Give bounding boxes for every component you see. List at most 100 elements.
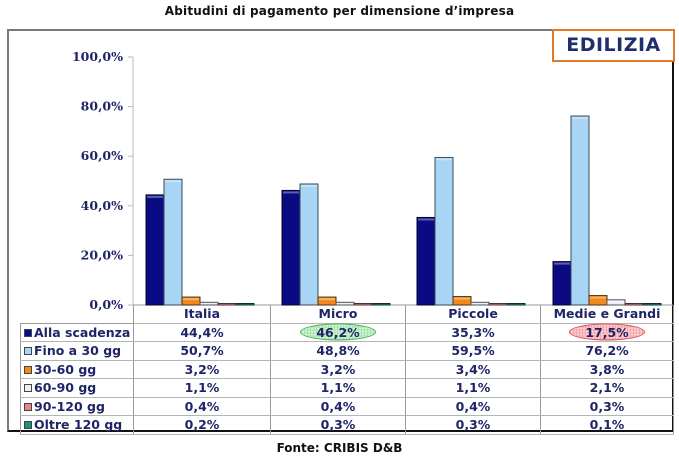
data-cell: 50,7% [133,341,271,361]
highlight-ellipse [569,323,645,341]
data-cell: 35,3% [405,323,541,342]
table-corner [20,305,134,324]
legend-swatch-icon [24,365,32,374]
bar-highlight [554,262,570,265]
legend-entry: Oltre 120 gg [20,415,134,435]
bar-highlight [319,298,335,301]
data-label: 59,5% [451,343,494,358]
value-text: 0,3% [589,398,625,414]
legend-swatch-icon [24,384,32,393]
data-label: 3,2% [321,362,356,377]
legend-swatch-icon [24,421,32,430]
table-header-row: Italia Micro Piccole Medie e Grandi [20,305,674,324]
data-cell: 2,1% [540,378,674,398]
data-cell: 0,4% [270,397,406,416]
value-text: 2,1% [589,380,625,396]
bar-highlight [590,296,606,299]
bar-highlight [418,218,434,221]
data-cell: 3,8% [540,360,674,379]
y-tick-label: 60,0% [81,148,123,163]
legend-entry: 30-60 gg [20,360,134,379]
data-cell: 1,1% [133,378,271,398]
data-cell: 48,8% [270,341,406,361]
data-label: 3,8% [590,362,625,377]
bar [552,261,572,306]
value-text: 0,4% [320,398,356,414]
value-text: 17,5% [585,324,629,340]
legend-label: Alla scadenza [34,324,131,340]
bar [145,194,165,306]
bar-highlight [454,297,470,300]
data-cell: 44,4% [133,323,271,342]
value-text: 3,8% [589,361,625,377]
y-tick-label: 20,0% [81,247,123,262]
data-cell: 0,4% [133,397,271,416]
value-text: 1,1% [320,380,356,396]
legend-label: Fino a 30 gg [34,343,122,359]
data-label: 35,3% [451,325,494,340]
bar-highlight [283,191,299,194]
legend-label: 90-120 gg [34,398,105,414]
table-row: Oltre 120 gg 0,2% 0,3% 0,3% 0,1% [20,415,674,435]
value-text: 1,1% [184,380,220,396]
data-label: 0,3% [456,417,491,432]
data-cell: 59,5% [405,341,541,361]
value-text: 3,2% [320,361,356,377]
category-label: Piccole [405,305,541,324]
data-cell: 3,2% [133,360,271,379]
data-label: 48,8% [316,343,359,358]
table-row: 60-90 gg 1,1% 1,1% 1,1% 2,1% [20,378,674,398]
y-tick-label: 80,0% [81,99,123,114]
data-cell: 0,3% [405,415,541,435]
bar [416,216,436,306]
bar-group-medie-e-grandi [552,115,662,306]
bar [434,156,454,306]
data-cell: 1,1% [270,378,406,398]
legend-swatch-icon [24,328,32,337]
bar-group-micro [281,183,391,306]
bar-highlight [572,117,588,120]
data-label: 0,1% [590,417,625,432]
value-text: 59,5% [451,343,495,359]
bar-highlight [147,195,163,198]
data-label: 3,2% [185,362,220,377]
data-cell: 3,4% [405,360,541,379]
data-label: 46,2% [300,323,376,341]
bar [570,115,590,306]
data-label: 0,4% [456,399,491,414]
category-label: Italia [133,305,271,324]
legend-label: 60-90 gg [34,380,97,396]
legend-entry: 60-90 gg [20,378,134,398]
table-row: 30-60 gg 3,2% 3,2% 3,4% 3,8% [20,360,674,379]
data-label: 2,1% [590,380,625,395]
value-text: 35,3% [451,324,495,340]
data-label: 44,4% [180,325,223,340]
data-table: Italia Micro Piccole Medie e Grandi Alla sca… [20,305,674,435]
data-cell: 0,1% [540,415,674,435]
value-text: 0,4% [455,398,491,414]
legend-entry: Fino a 30 gg [20,341,134,361]
bar [181,296,201,306]
table-row: Fino a 30 gg 50,7% 48,8% 59,5% 76,2% [20,341,674,361]
value-text: 0,1% [589,417,625,433]
bar-highlight [301,184,317,187]
value-text: 0,3% [320,417,356,433]
data-label: 1,1% [185,380,220,395]
value-text: 0,3% [455,417,491,433]
highlight-ellipse [300,323,376,341]
table-row: Alla scadenza 44,4% 46,2% 35,3% 17,5% [20,323,674,342]
bar [299,183,319,306]
legend-swatch-icon [24,402,32,411]
bar [163,178,183,306]
legend-swatch-icon [24,347,32,356]
value-text: 50,7% [180,343,224,359]
y-tick-label: 40,0% [81,198,123,213]
bar [317,296,337,306]
data-cell: 0,2% [133,415,271,435]
category-label: Micro [270,305,406,324]
data-cell: 0,3% [270,415,406,435]
data-label: 0,3% [321,417,356,432]
data-cell: 46,2% [270,323,406,342]
bar-highlight [165,180,181,183]
data-label: 76,2% [585,343,628,358]
